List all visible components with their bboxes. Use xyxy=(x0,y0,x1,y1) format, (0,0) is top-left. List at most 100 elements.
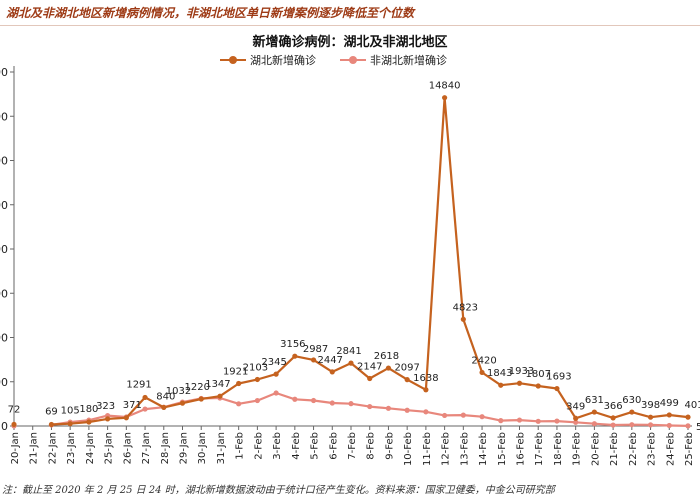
x-tick-label-12: 1-Feb xyxy=(235,432,246,460)
y-tick-label-5: 10000 xyxy=(0,199,8,212)
series-0-data-label-35: 499 xyxy=(660,398,679,409)
x-tick-label-30: 19-Feb xyxy=(572,432,583,466)
series-0-point-13 xyxy=(254,376,260,383)
series-0-point-29 xyxy=(554,385,560,392)
series-0-point-32 xyxy=(610,415,616,421)
series-0-point-17 xyxy=(329,369,335,375)
series-0-point-33 xyxy=(629,409,635,415)
series-0-data-label-17: 2447 xyxy=(318,355,343,366)
legend-label-non-hubei: 非湖北新增确诊 xyxy=(370,54,447,67)
series-1-point-29 xyxy=(554,418,560,424)
series-1-point-31 xyxy=(591,421,597,427)
series-0-point-34 xyxy=(647,414,654,420)
x-tick-label-14: 3-Feb xyxy=(272,432,283,460)
legend-swatch-non-hubei xyxy=(340,55,366,65)
x-tick-label-15: 4-Feb xyxy=(291,432,302,460)
x-tick-label-4: 24-Jan xyxy=(85,432,96,464)
series-1-point-18 xyxy=(348,401,354,407)
series-1-point-23 xyxy=(442,412,448,419)
y-tick-label-3: 6000 xyxy=(0,287,8,300)
line-chart: 0 2000 4000 6000 8000 10000 12000 14000 16000 20-… xyxy=(0,66,700,466)
series-0-data-label-27: 1933 xyxy=(509,366,534,377)
legend-item-hubei: 湖北新增确诊 xyxy=(220,52,316,68)
series-0-point-8 xyxy=(161,404,167,411)
series-1-point-14 xyxy=(273,390,279,396)
x-tick-label-13: 2-Feb xyxy=(253,432,264,460)
series-0-data-label-14: 2345 xyxy=(261,357,286,368)
x-tick-label-7: 27-Jan xyxy=(141,432,152,464)
series-1-point-27 xyxy=(516,417,523,423)
series-0-data-label-18: 2841 xyxy=(336,346,361,357)
series-0-point-10 xyxy=(198,396,204,402)
series-0-point-21 xyxy=(404,377,410,383)
x-tick-label-11: 31-Jan xyxy=(216,432,227,464)
series-1-point-32 xyxy=(610,422,616,428)
x-tick-label-32: 21-Feb xyxy=(609,432,620,466)
series-0-data-label-0: 72 xyxy=(8,404,21,415)
x-tick-label-28: 17-Feb xyxy=(534,432,545,466)
y-tick-label-6: 12000 xyxy=(0,155,8,168)
series-1-point-25 xyxy=(479,414,485,420)
series-0-data-label-11: 1347 xyxy=(205,379,230,390)
series-0-data-label-21: 2097 xyxy=(394,363,419,374)
series-0-point-2 xyxy=(48,421,55,428)
series-1-point-15 xyxy=(292,396,298,402)
y-tick-label-7: 14000 xyxy=(0,110,8,123)
series-0-point-11 xyxy=(217,393,223,399)
series-0-data-label-29: 1693 xyxy=(546,372,571,383)
series-1-point-26 xyxy=(498,418,504,424)
series-0-data-label-2: 69 xyxy=(45,406,58,417)
series-0-data-label-33: 630 xyxy=(622,395,641,406)
series-0-point-25 xyxy=(479,369,485,376)
x-tick-label-35: 24-Feb xyxy=(665,432,676,466)
x-tick-label-22: 11-Feb xyxy=(422,432,433,466)
series-0-point-27 xyxy=(516,380,523,386)
x-tick-label-27: 16-Feb xyxy=(516,432,527,466)
series-0-data-label-22: 1638 xyxy=(413,373,438,384)
series-1-point-22 xyxy=(423,409,429,415)
legend-item-non-hubei: 非湖北新增确诊 xyxy=(340,52,447,68)
x-tick-label-0: 20-Jan xyxy=(10,432,21,464)
series-1-point-13 xyxy=(254,397,260,404)
series-0-data-label-10: 1220 xyxy=(184,382,209,393)
series-0-data-label-7: 1291 xyxy=(126,379,151,390)
x-tick-label-23: 12-Feb xyxy=(441,432,452,466)
series-0-data-label-36: 401 xyxy=(684,400,700,411)
x-tick-label-33: 22-Feb xyxy=(628,432,639,466)
series-1-point-24 xyxy=(460,412,466,418)
figure-footer: 注：截止至 2020 年 2 月 25 日 24 时，湖北新增数据波动由于统计口… xyxy=(2,485,555,496)
series-0-data-label-5: 323 xyxy=(96,401,115,412)
figure-header: 湖北及非湖北地区新增病例情况，非湖北地区单日新增案例逐步降低至个位数 xyxy=(0,0,700,26)
x-tick-label-1: 21-Jan xyxy=(29,432,40,464)
x-tick-label-29: 18-Feb xyxy=(553,432,564,466)
y-tick-label-2: 4000 xyxy=(0,332,8,345)
series-0-point-4 xyxy=(86,419,92,425)
series-0-point-36 xyxy=(685,414,691,420)
series-0-point-26 xyxy=(498,382,504,388)
x-tick-label-17: 6-Feb xyxy=(328,432,339,460)
x-tick-label-24: 13-Feb xyxy=(459,432,470,466)
x-tick-label-3: 23-Jan xyxy=(66,432,77,464)
chart-title: 新增确诊病例：湖北及非湖北地区 xyxy=(252,35,448,50)
series-0-point-9 xyxy=(179,400,186,406)
x-tick-label-25: 14-Feb xyxy=(478,432,489,466)
series-1-point-16 xyxy=(310,397,317,404)
x-tick-label-8: 28-Jan xyxy=(160,432,171,464)
series-0-data-label-23: 14840 xyxy=(429,81,461,92)
series-0-data-label-3: 105 xyxy=(61,406,80,417)
y-tick-label-0: 0 xyxy=(1,420,8,433)
x-tick-label-16: 5-Feb xyxy=(310,432,321,460)
legend-label-hubei: 湖北新增确诊 xyxy=(250,54,316,67)
series-0-data-label-15: 3156 xyxy=(280,339,305,350)
series-line-0 xyxy=(51,96,689,426)
series-0-point-14 xyxy=(273,371,279,377)
series-0-point-20 xyxy=(385,365,392,371)
series-1-point-21 xyxy=(404,407,410,413)
series-1-point-7 xyxy=(142,406,148,412)
series-0-point-24 xyxy=(460,316,466,322)
chart-legend: 湖北新增确诊 非湖北新增确诊 xyxy=(220,52,447,68)
x-tick-label-18: 7-Feb xyxy=(347,432,358,460)
series-0-data-label-24: 4823 xyxy=(453,302,478,313)
series-0-data-label-16: 2987 xyxy=(303,344,328,355)
series-0-point-6 xyxy=(123,415,129,421)
